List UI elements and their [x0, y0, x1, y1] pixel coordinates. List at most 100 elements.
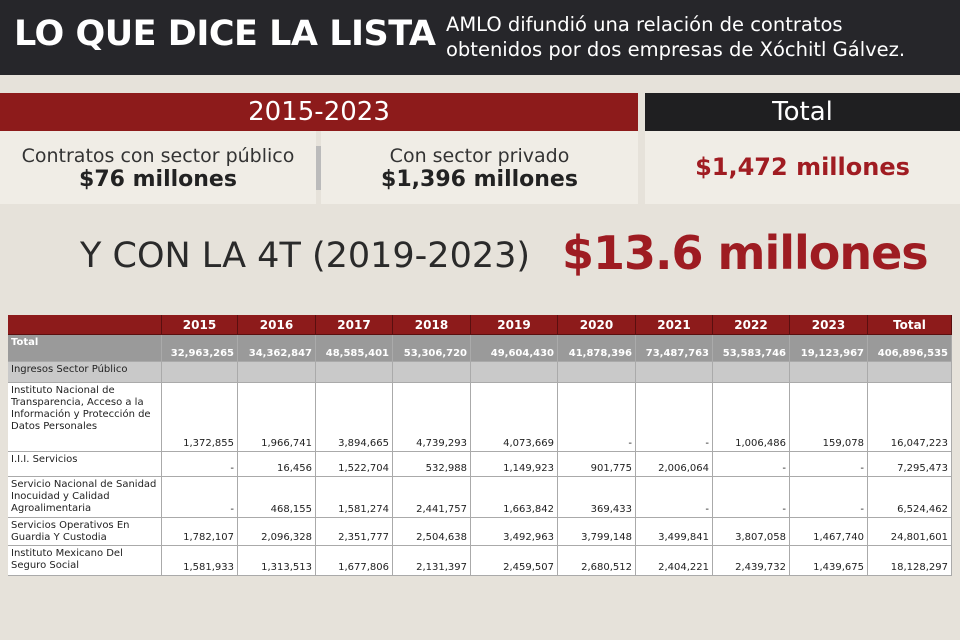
row-cell: - [636, 383, 713, 452]
row-cell: 1,663,842 [471, 477, 558, 518]
section-cell [316, 362, 393, 383]
row-cell: - [558, 383, 636, 452]
column-header: Total [868, 315, 952, 335]
row-cell: 468,155 [238, 477, 316, 518]
column-header: 2018 [393, 315, 471, 335]
row-cell: - [713, 452, 790, 477]
row-cell: - [713, 477, 790, 518]
total-cell: 19,123,967 [790, 335, 868, 362]
row-cell: 2,459,507 [471, 546, 558, 576]
total-cell: 34,362,847 [238, 335, 316, 362]
row-cell: 159,078 [790, 383, 868, 452]
row-cell: - [162, 452, 238, 477]
row-cell: 16,047,223 [868, 383, 952, 452]
row-label: Instituto Nacional de Transparencia, Acc… [8, 383, 162, 452]
row-cell: 1,966,741 [238, 383, 316, 452]
headline-value: $13.6 millones [562, 226, 929, 280]
row-cell: 2,504,638 [393, 518, 471, 546]
row-cell: 24,801,601 [868, 518, 952, 546]
subtitle-line: AMLO difundió una relación de contratos [446, 13, 843, 36]
row-cell: - [162, 477, 238, 518]
row-cell: 1,677,806 [316, 546, 393, 576]
public-value: $76 millones [79, 167, 237, 192]
section-cell [790, 362, 868, 383]
private-label: Con sector privado [389, 145, 570, 167]
row-cell: 7,295,473 [868, 452, 952, 477]
headline: Y CON LA 4T (2019-2023) [80, 236, 531, 276]
column-header: 2022 [713, 315, 790, 335]
section-cell [393, 362, 471, 383]
section-cell [636, 362, 713, 383]
section-cell [868, 362, 952, 383]
total-cell: 53,306,720 [393, 335, 471, 362]
separator [316, 146, 321, 190]
row-cell: 2,131,397 [393, 546, 471, 576]
section-cell [471, 362, 558, 383]
total-cell: 49,604,430 [471, 335, 558, 362]
section-cell [713, 362, 790, 383]
section-label: Ingresos Sector Público [8, 362, 162, 383]
row-cell: 532,988 [393, 452, 471, 477]
top-bar [0, 0, 960, 75]
row-cell: 4,739,293 [393, 383, 471, 452]
total-heading: Total [645, 93, 960, 131]
row-label: Servicio Nacional de Sanidad Inocuidad y… [8, 477, 162, 518]
row-cell: 2,439,732 [713, 546, 790, 576]
row-cell: 2,404,221 [636, 546, 713, 576]
public-box: Contratos con sector público $76 millone… [0, 131, 316, 204]
row-cell: 369,433 [558, 477, 636, 518]
private-box: Con sector privado $1,396 millones [321, 131, 638, 204]
private-value: $1,396 millones [381, 167, 578, 192]
total-cell: 53,583,746 [713, 335, 790, 362]
row-label: Servicios Operativos En Guardia Y Custod… [8, 518, 162, 546]
row-label: Instituto Mexicano Del Seguro Social [8, 546, 162, 576]
row-cell: 1,006,486 [713, 383, 790, 452]
total-cell: 32,963,265 [162, 335, 238, 362]
row-cell: 1,372,855 [162, 383, 238, 452]
row-cell: 1,522,704 [316, 452, 393, 477]
row-cell: 1,782,107 [162, 518, 238, 546]
column-header: 2020 [558, 315, 636, 335]
total-cell: 406,896,535 [868, 335, 952, 362]
table: 2015 2016 2017 2018 2019 2020 2021 2022 2023 Tota… [8, 315, 952, 576]
row-cell: 901,775 [558, 452, 636, 477]
row-cell: - [636, 477, 713, 518]
section-cell [162, 362, 238, 383]
row-cell: 2,351,777 [316, 518, 393, 546]
header-cell [8, 315, 162, 335]
total-value: $1,472 millones [645, 131, 960, 204]
row-cell: 2,680,512 [558, 546, 636, 576]
column-header: 2015 [162, 315, 238, 335]
row-cell: 2,096,328 [238, 518, 316, 546]
total-cell: 48,585,401 [316, 335, 393, 362]
title: LO QUE DICE LA LISTA [14, 14, 436, 54]
row-cell: - [790, 477, 868, 518]
row-cell: 3,807,058 [713, 518, 790, 546]
total-cell: 73,487,763 [636, 335, 713, 362]
total-cell: 41,878,396 [558, 335, 636, 362]
row-cell: - [790, 452, 868, 477]
row-cell: 1,313,513 [238, 546, 316, 576]
column-header: 2019 [471, 315, 558, 335]
row-cell: 2,441,757 [393, 477, 471, 518]
section-cell [558, 362, 636, 383]
period-heading: 2015-2023 [0, 93, 638, 131]
row-cell: 16,456 [238, 452, 316, 477]
row-cell: 1,467,740 [790, 518, 868, 546]
public-label: Contratos con sector público [21, 145, 295, 167]
column-header: 2021 [636, 315, 713, 335]
row-label: I.I.I. Servicios [8, 452, 162, 477]
column-header: 2016 [238, 315, 316, 335]
row-cell: 1,581,933 [162, 546, 238, 576]
row-cell: 1,581,274 [316, 477, 393, 518]
row-cell: 1,439,675 [790, 546, 868, 576]
subtitle: AMLO difundió una relación de contratos … [446, 12, 905, 62]
column-header: 2023 [790, 315, 868, 335]
subtitle-line: obtenidos por dos empresas de Xóchitl Gá… [446, 38, 906, 61]
row-cell: 18,128,297 [868, 546, 952, 576]
row-cell: 6,524,462 [868, 477, 952, 518]
row-cell: 1,149,923 [471, 452, 558, 477]
row-cell: 3,492,963 [471, 518, 558, 546]
row-cell: 3,799,148 [558, 518, 636, 546]
